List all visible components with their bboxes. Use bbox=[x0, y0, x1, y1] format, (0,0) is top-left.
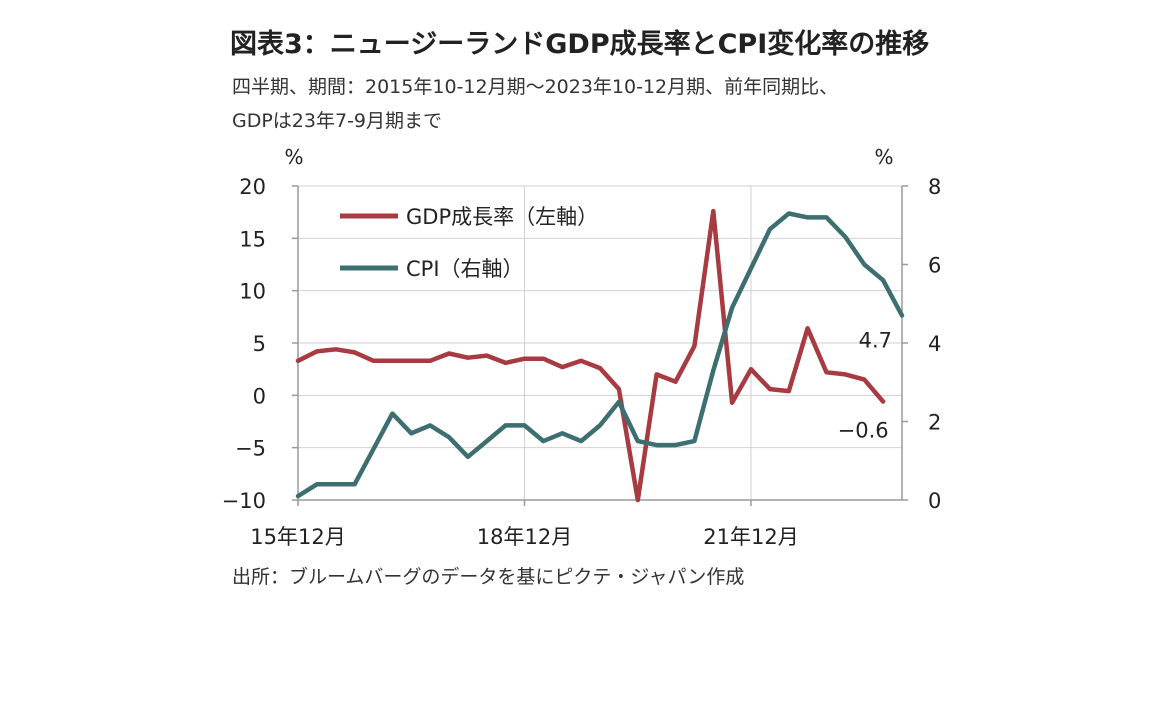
right-tick-label: 0 bbox=[928, 489, 941, 513]
left-tick-label: 20 bbox=[239, 175, 266, 199]
chart-title: 図表3：ニュージーランドGDP成長率とCPI変化率の推移 bbox=[230, 29, 930, 60]
data-label: 4.7 bbox=[859, 329, 892, 353]
left-axis-unit: % bbox=[284, 145, 303, 169]
source-note: 出所：ブルームバーグのデータを基にピクテ・ジャパン作成 bbox=[232, 566, 745, 588]
chart-subtitle-line2: GDPは23年7-9月期まで bbox=[232, 110, 443, 132]
gdp-growth-line bbox=[295, 208, 886, 503]
x-tick-label: 21年12月 bbox=[703, 525, 798, 549]
right-tick-label: 6 bbox=[928, 254, 941, 278]
legend-label: CPI（右軸） bbox=[406, 257, 524, 281]
left-tick-label: 15 bbox=[239, 227, 266, 251]
left-tick-label: 10 bbox=[239, 280, 266, 304]
right-tick-label: 2 bbox=[928, 411, 941, 435]
right-tick-label: 8 bbox=[928, 175, 941, 199]
left-tick-label: 0 bbox=[253, 384, 266, 408]
x-tick-label: 15年12月 bbox=[250, 525, 345, 549]
right-tick-label: 4 bbox=[928, 332, 941, 356]
data-label: −0.6 bbox=[838, 419, 889, 443]
legend-label: GDP成長率（左軸） bbox=[406, 205, 598, 229]
right-axis-unit: % bbox=[874, 145, 893, 169]
x-tick-label: 18年12月 bbox=[477, 525, 572, 549]
chart-subtitle-line1: 四半期、期間：2015年10-12月期～2023年10-12月期、前年同期比、 bbox=[232, 76, 839, 98]
left-tick-label: −5 bbox=[235, 437, 266, 461]
cpi-line bbox=[295, 211, 905, 499]
left-tick-label: 5 bbox=[253, 332, 266, 356]
left-tick-label: −10 bbox=[222, 489, 266, 513]
